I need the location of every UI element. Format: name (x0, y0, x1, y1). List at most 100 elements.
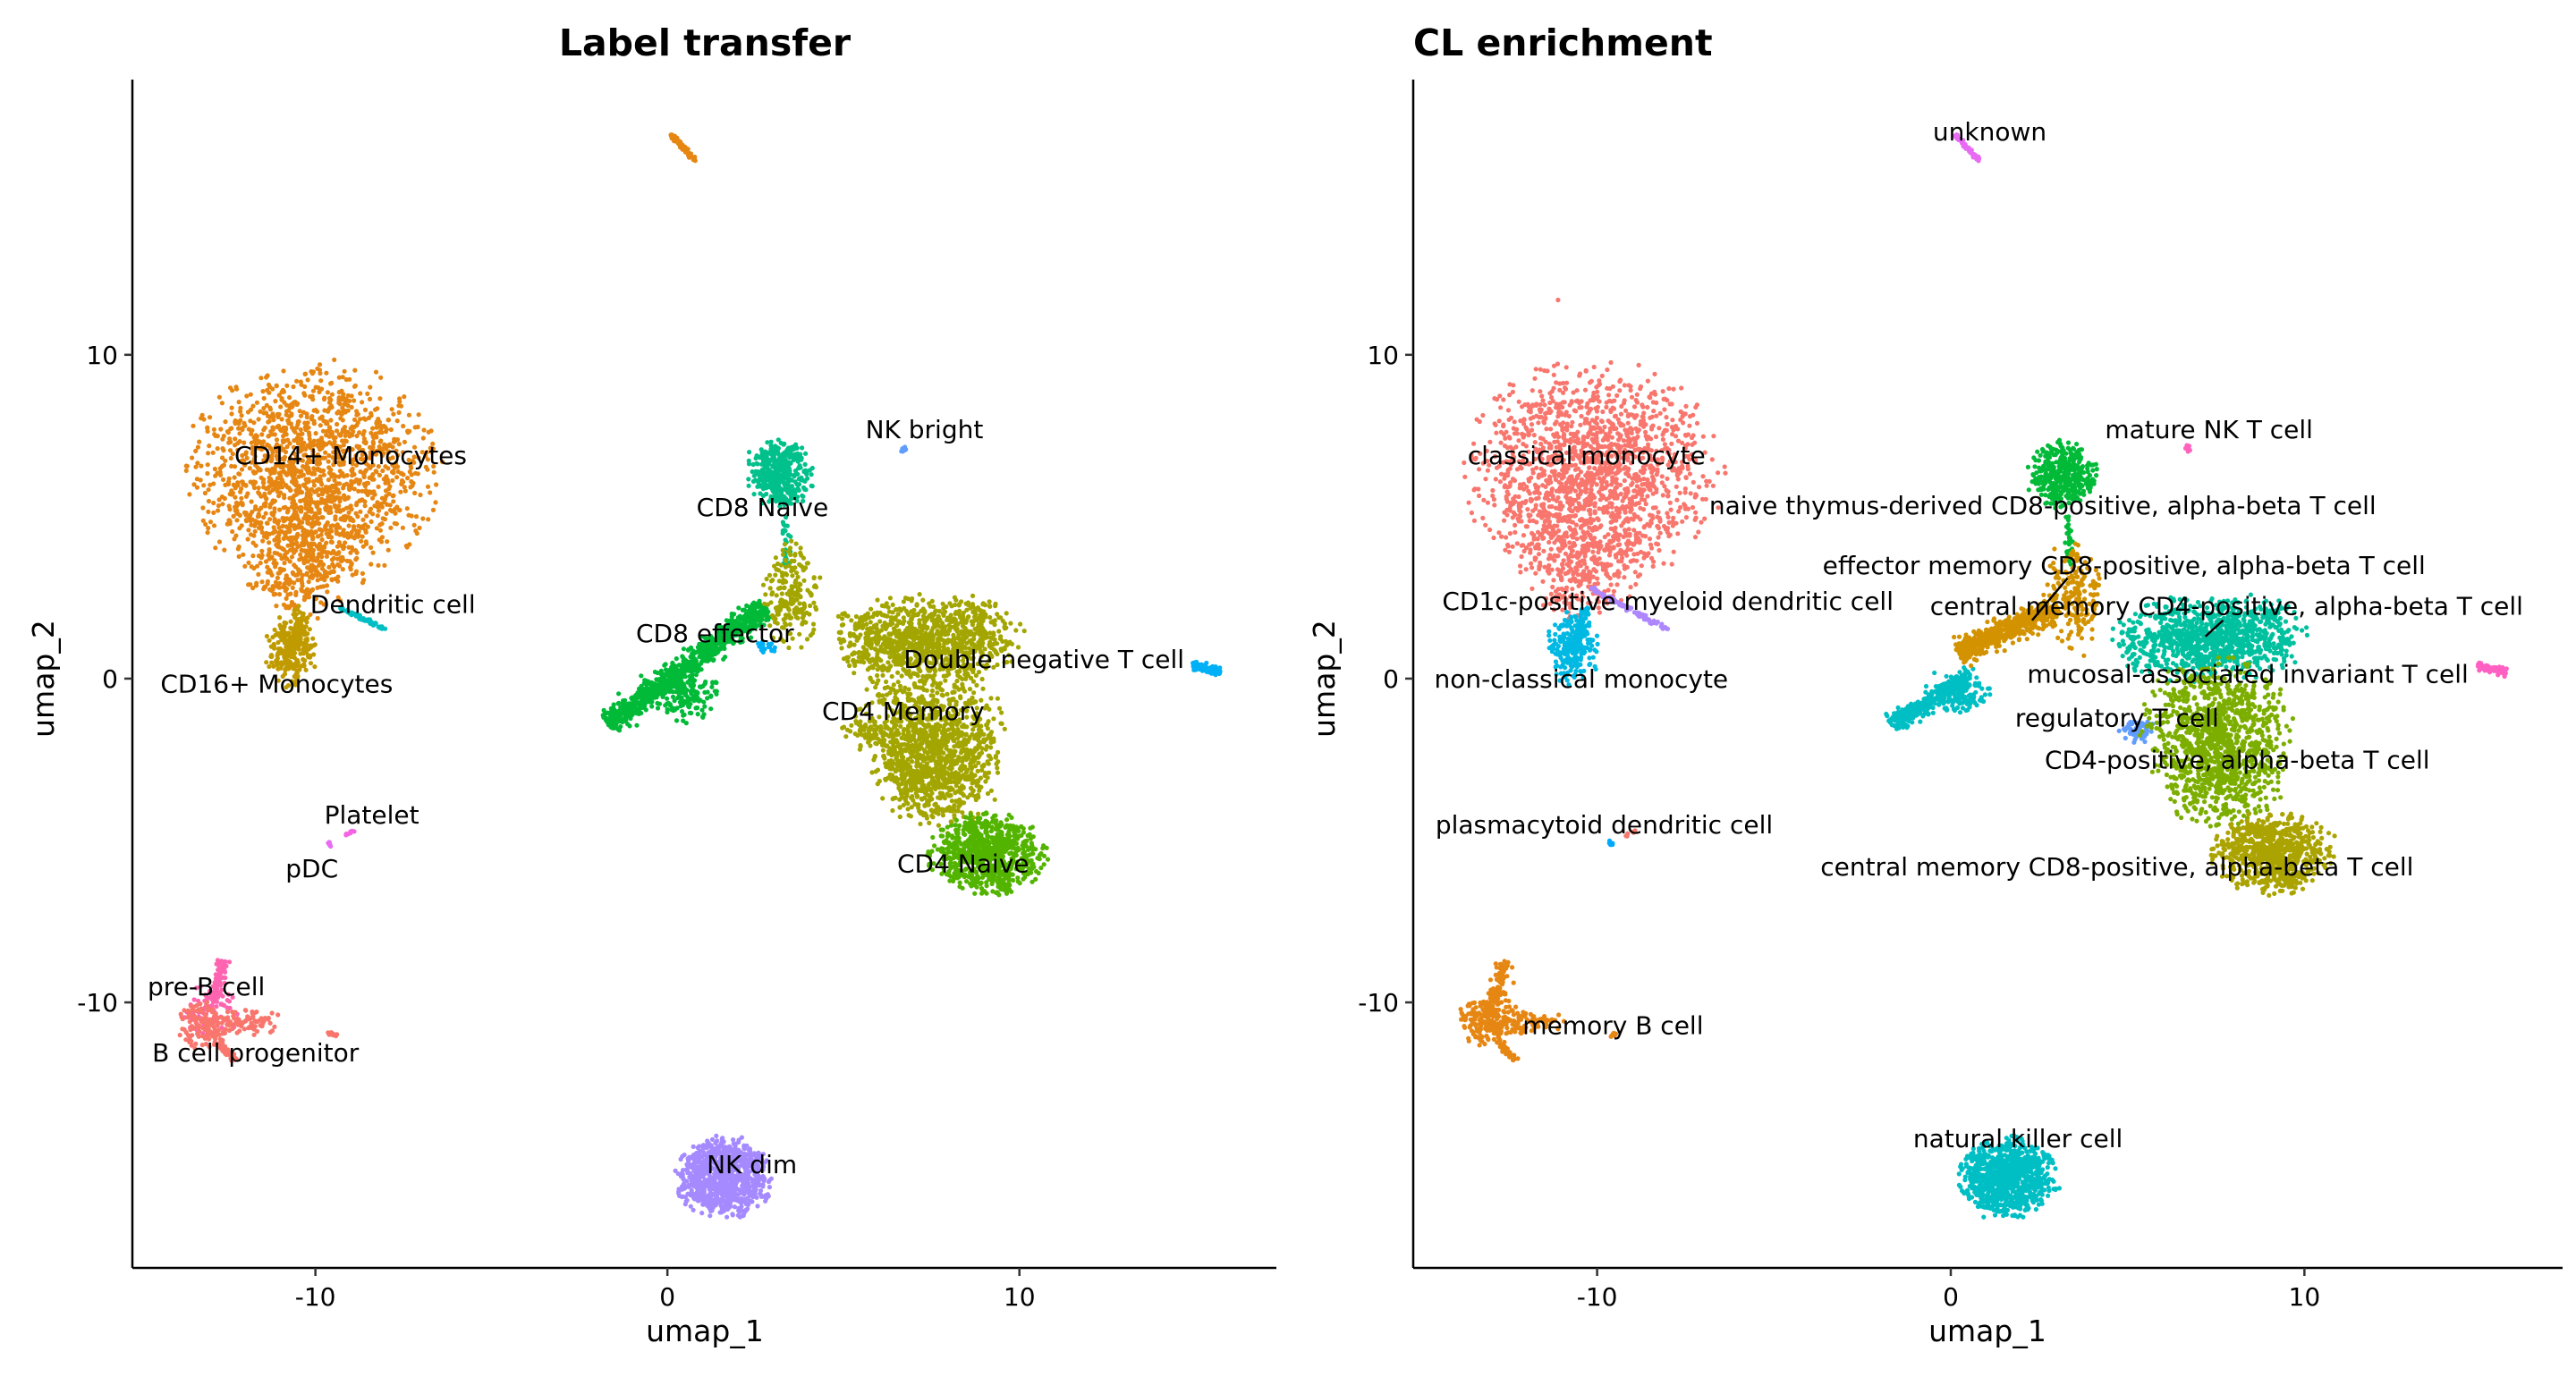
cell-point (272, 506, 276, 511)
cell-point (378, 427, 383, 431)
cell-point (746, 1181, 750, 1186)
cell-point (397, 410, 402, 415)
cell-point (253, 470, 258, 475)
cell-point (267, 547, 272, 552)
cell-point (294, 541, 299, 545)
cell-point (680, 1171, 684, 1176)
cell-point (700, 715, 705, 720)
cell-point (317, 390, 321, 394)
cell-point (760, 469, 765, 473)
cell-point (391, 499, 395, 503)
cell-point (338, 401, 343, 406)
cell-point (665, 710, 669, 714)
cell-point (269, 645, 274, 649)
cell-point (267, 638, 272, 643)
cell-point (257, 417, 261, 421)
cell-point (246, 561, 250, 565)
cell-point (264, 511, 268, 516)
cell-point (758, 1188, 763, 1193)
cell-point (334, 435, 338, 440)
cell-point (747, 484, 751, 488)
cell-point (270, 1010, 275, 1015)
cell-point (299, 427, 303, 432)
cell-point (674, 675, 679, 680)
cell-point (310, 637, 315, 641)
cell-point (724, 1190, 728, 1195)
cell-point (712, 1179, 716, 1184)
cell-point (237, 554, 242, 559)
cell-point (368, 510, 372, 514)
cell-point (802, 487, 807, 492)
cell-point (332, 556, 336, 561)
cell-point (326, 390, 330, 394)
cell-point (220, 494, 225, 499)
cell-point (342, 528, 346, 532)
cell-point (278, 553, 283, 557)
cell-point (739, 1187, 743, 1192)
cell-point (676, 1189, 681, 1194)
cell-point (729, 1183, 733, 1187)
cell-point (347, 523, 352, 528)
cell-point (301, 483, 306, 487)
cell-point (254, 433, 258, 437)
cell-point (261, 587, 266, 591)
cell-point (302, 663, 307, 668)
cell-point (216, 446, 220, 451)
cell-point (664, 662, 668, 666)
cell-point (683, 1195, 688, 1199)
cell-point (390, 407, 394, 411)
cell-point (382, 563, 386, 568)
cell-point (337, 540, 342, 545)
cell-point (410, 513, 414, 518)
cell-point (364, 530, 369, 535)
cell-point (225, 429, 230, 434)
cell-point (798, 463, 802, 468)
cell-point (265, 634, 269, 638)
cell-point (803, 469, 808, 473)
cell-point (307, 477, 311, 481)
cell-point (688, 678, 692, 682)
cell-point (285, 510, 290, 514)
cell-point (347, 511, 352, 515)
cell-point (764, 465, 768, 469)
cell-point (634, 723, 639, 728)
cell-point (279, 635, 284, 639)
cell-point (189, 1004, 193, 1009)
cell-point (354, 503, 359, 507)
cell-point (318, 423, 323, 427)
cell-point (795, 446, 800, 451)
cell-point (284, 432, 289, 436)
cell-point (293, 646, 298, 650)
cell-point (669, 707, 674, 712)
cell-point (294, 612, 299, 616)
cell-point (248, 418, 252, 423)
cell-point (367, 416, 371, 420)
cell-point (250, 1026, 254, 1030)
cell-point (377, 509, 381, 513)
cell-point (188, 1019, 192, 1024)
cell-point (249, 432, 253, 436)
cell-point (714, 1195, 718, 1200)
cell-point (205, 471, 209, 476)
cell-point (240, 413, 244, 418)
cell-point (701, 1145, 706, 1150)
cell-point (341, 508, 345, 512)
cell-point (249, 408, 253, 412)
cell-point (182, 1008, 186, 1012)
cell-point (253, 480, 258, 485)
cell-point (714, 1190, 718, 1195)
cell-point (391, 412, 395, 417)
cell-point (234, 508, 239, 512)
cell-point (673, 698, 677, 703)
cell-point (260, 1024, 265, 1028)
cell-point (269, 653, 274, 657)
cell-point (208, 520, 213, 524)
cell-point (207, 487, 211, 492)
cell-point (330, 393, 335, 397)
cell-point (242, 1026, 247, 1031)
cell-point (655, 701, 659, 705)
cell-point (686, 1183, 691, 1187)
cell-point (300, 520, 304, 525)
cell-point (777, 477, 782, 482)
cell-point (745, 1206, 750, 1211)
